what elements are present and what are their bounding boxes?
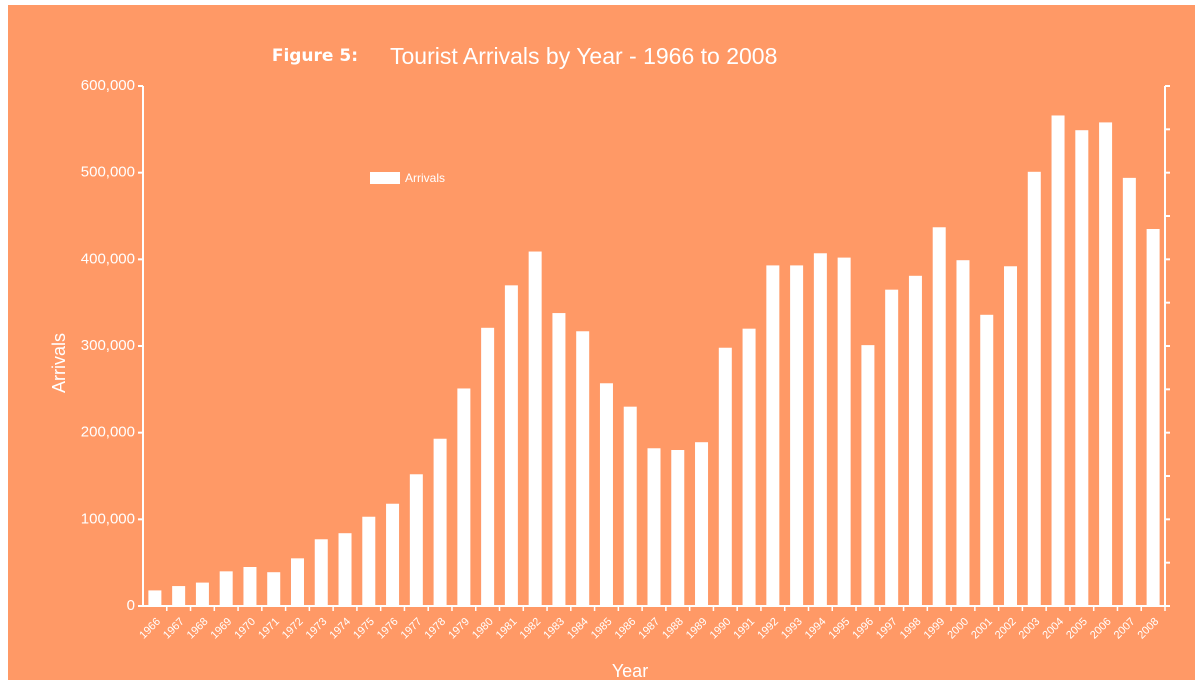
bar — [695, 442, 709, 606]
bar — [1051, 115, 1065, 606]
bar — [267, 572, 281, 606]
bar — [766, 265, 780, 606]
figure-label: Figure 5: — [272, 46, 358, 66]
bar — [290, 558, 304, 606]
y-tick-label: 500,000 — [81, 164, 135, 181]
x-axis-label: Year — [612, 661, 648, 681]
bar — [718, 347, 732, 606]
bar — [956, 260, 970, 606]
bar — [386, 503, 400, 606]
bar — [172, 586, 186, 606]
bar — [790, 265, 804, 606]
bar — [314, 539, 328, 606]
bar — [528, 251, 542, 607]
bar — [504, 285, 518, 606]
legend-swatch — [370, 172, 400, 184]
bar — [885, 289, 899, 606]
bar — [148, 590, 162, 606]
bar — [908, 275, 922, 606]
bar — [409, 474, 423, 606]
bar — [552, 313, 566, 606]
y-tick-label: 300,000 — [81, 337, 135, 354]
bar — [481, 327, 495, 606]
y-tick-label: 400,000 — [81, 250, 135, 267]
y-tick-label: 0 — [127, 597, 135, 614]
y-axis-label: Arrivals — [49, 333, 69, 393]
bar — [647, 448, 661, 606]
bar — [457, 388, 471, 606]
bar — [837, 257, 851, 606]
bar — [243, 567, 257, 606]
bar — [433, 438, 447, 606]
bar — [1075, 130, 1089, 606]
bar — [1027, 171, 1041, 607]
bar — [576, 331, 590, 606]
bar — [671, 450, 685, 606]
y-tick-label: 600,000 — [81, 77, 135, 94]
bar — [980, 314, 994, 606]
bar — [219, 571, 233, 606]
bar — [813, 253, 827, 606]
bar — [1004, 266, 1018, 606]
bar — [1099, 122, 1113, 607]
y-tick-label: 100,000 — [81, 510, 135, 527]
bar — [599, 383, 613, 606]
bar — [1146, 229, 1160, 606]
bar — [362, 516, 376, 606]
bar — [338, 533, 352, 606]
bar — [742, 328, 756, 606]
y-tick-label: 200,000 — [81, 424, 135, 441]
bar — [623, 406, 637, 606]
legend-label: Arrivals — [405, 171, 445, 185]
chart-title: Tourist Arrivals by Year - 1966 to 2008 — [390, 43, 777, 69]
bar — [861, 345, 875, 606]
bar — [932, 227, 946, 606]
bar — [1122, 177, 1136, 606]
bar — [195, 582, 209, 606]
